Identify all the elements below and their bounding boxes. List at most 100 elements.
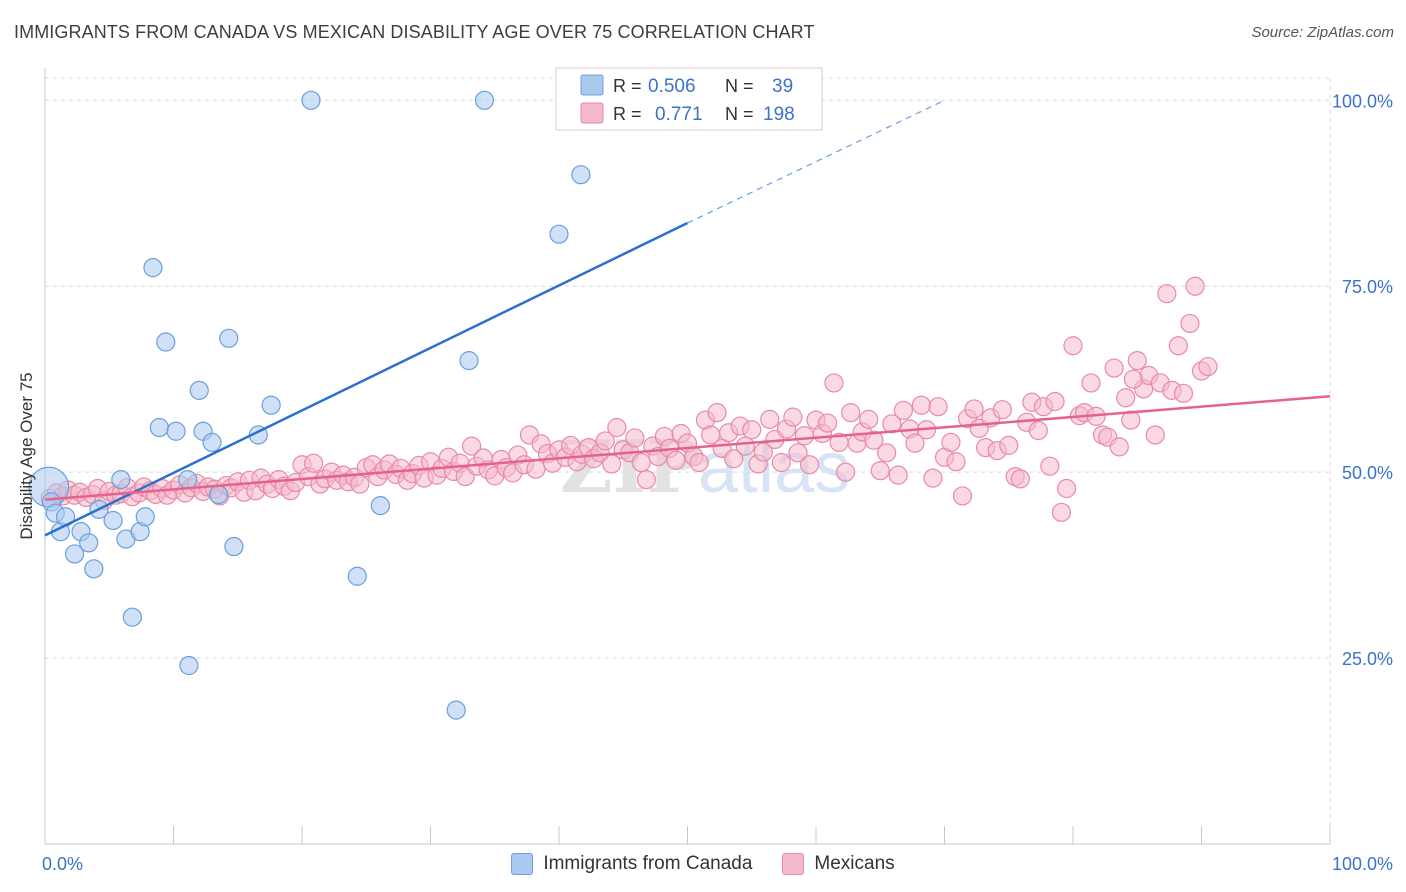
mexicans-point-120 [742, 420, 762, 440]
mexicans-point-119 [735, 436, 755, 456]
mexicans-point-184 [1116, 388, 1136, 408]
series-legend-swatch-canada [511, 853, 534, 875]
legend-n-value-mexicans: 198 [763, 104, 795, 125]
mexicans-point-196 [1185, 276, 1205, 296]
legend-r-label-mexicans: R = [613, 104, 642, 124]
mexicans-point-83 [526, 459, 546, 479]
mexicans-point-189 [1145, 425, 1165, 445]
canada-point-11 [111, 469, 131, 490]
series-legend: Immigrants from Canada Mexicans [0, 848, 1406, 880]
canada-point-17 [149, 417, 169, 438]
canada-point-33 [446, 700, 466, 720]
mexicans-point-125 [771, 452, 791, 473]
mexicans-points [40, 276, 1218, 522]
canada-point-22 [189, 380, 209, 400]
y-axis-label: Disability Age Over 75 [17, 372, 36, 539]
mexicans-point-175 [1063, 336, 1083, 356]
mexicans-trend-line [44, 395, 1331, 501]
mexicans-point-183 [1109, 437, 1129, 457]
mexicans-point-173 [1051, 502, 1072, 522]
canada-point-24 [202, 432, 222, 453]
mexicans-point-193 [1168, 336, 1188, 356]
mexicans-point-199 [1123, 369, 1143, 389]
mexicans-point-171 [1040, 456, 1060, 476]
tick-labels: 25.0% 50.0% 75.0% 100.0% 0.0% 100.0% [42, 91, 1393, 874]
canada-point-21 [179, 655, 199, 676]
mexicans-point-186 [1127, 351, 1147, 371]
legend-n-label-canada: N = [725, 76, 754, 96]
series-legend-label-canada: Immigrants from Canada [543, 853, 753, 874]
mexicans-point-100 [625, 428, 645, 448]
mexicans-point-151 [923, 468, 943, 488]
trend-lines [44, 99, 1331, 537]
canada-point-34 [459, 351, 479, 371]
canada-point-5 [64, 544, 85, 564]
mexicans-point-145 [888, 465, 908, 485]
mexicans-point-133 [817, 413, 838, 433]
mexicans-point-137 [841, 403, 861, 423]
mexicans-point-45 [303, 453, 324, 473]
canada-point-7 [79, 533, 99, 553]
mexicans-point-107 [666, 450, 686, 470]
mexicans-point-102 [636, 469, 656, 490]
mexicans-point-163 [992, 400, 1012, 420]
mexicans-point-148 [905, 433, 925, 453]
mexicans-point-142 [870, 461, 890, 481]
mexicans-point-152 [928, 397, 948, 417]
correlation-legend: R = 0.506 N = 39 R = 0.771 N = 198 [555, 67, 823, 131]
canada-points [28, 90, 591, 720]
mexicans-point-130 [799, 455, 820, 475]
mexicans-point-146 [893, 400, 913, 421]
legend-r-value-mexicans: 0.771 [655, 104, 703, 125]
mexicans-point-169 [1028, 420, 1048, 441]
mexicans-point-111 [689, 452, 709, 473]
mexicans-point-134 [824, 373, 844, 393]
y-tick-label-50: 50.0% [1342, 463, 1393, 483]
mexicans-point-141 [864, 430, 884, 450]
canada-point-16 [143, 258, 163, 278]
mexicans-point-194 [1173, 383, 1194, 403]
mexicans-point-117 [724, 449, 744, 469]
series-legend-canada: Immigrants from Canada [511, 853, 752, 875]
canada-point-13 [122, 607, 142, 627]
legend-n-label-mexicans: N = [725, 104, 754, 124]
mexicans-point-53 [350, 474, 370, 494]
series-legend-mexicans: Mexicans [782, 853, 895, 875]
mexicans-point-72 [462, 436, 482, 456]
series-legend-label-mexicans: Mexicans [814, 853, 895, 874]
mexicans-point-195 [1180, 313, 1200, 334]
mexicans-point-123 [760, 409, 780, 429]
legend-swatch-mexicans [580, 102, 604, 124]
mexicans-point-143 [877, 443, 897, 463]
chart-title: IMMIGRANTS FROM CANADA VS MEXICAN DISABI… [14, 22, 815, 42]
mexicans-point-127 [783, 407, 803, 427]
y-tick-label-75: 75.0% [1342, 277, 1393, 297]
mexicans-point-166 [1010, 469, 1030, 489]
canada-point-19 [166, 421, 186, 441]
canada-trend-line [44, 221, 689, 537]
legend-n-value-canada: 39 [772, 76, 793, 97]
mexicans-point-178 [1081, 373, 1101, 393]
mexicans-point-198 [1198, 356, 1218, 377]
canada-point-20 [178, 469, 198, 490]
mexicans-point-128 [788, 443, 808, 463]
canada-point-37 [571, 165, 591, 185]
mexicans-point-164 [999, 435, 1019, 455]
mexicans-point-129 [794, 426, 815, 446]
mexicans-point-156 [952, 486, 973, 506]
mexicans-point-154 [941, 432, 961, 453]
mexicans-point-191 [1157, 284, 1177, 304]
legend-swatch-canada [580, 74, 604, 96]
canada-point-30 [301, 90, 321, 110]
canada-point-29 [261, 395, 281, 415]
series-legend-swatch-mexicans [782, 853, 805, 875]
mexicans-point-172 [1045, 391, 1065, 412]
mexicans-point-101 [631, 452, 651, 473]
canada-point-35 [474, 90, 495, 110]
y-tick-label-100: 100.0% [1332, 91, 1393, 111]
mexicans-point-140 [859, 409, 879, 429]
canada-point-8 [84, 559, 104, 579]
mexicans-point-174 [1056, 478, 1077, 499]
mexicans-point-158 [964, 399, 984, 419]
